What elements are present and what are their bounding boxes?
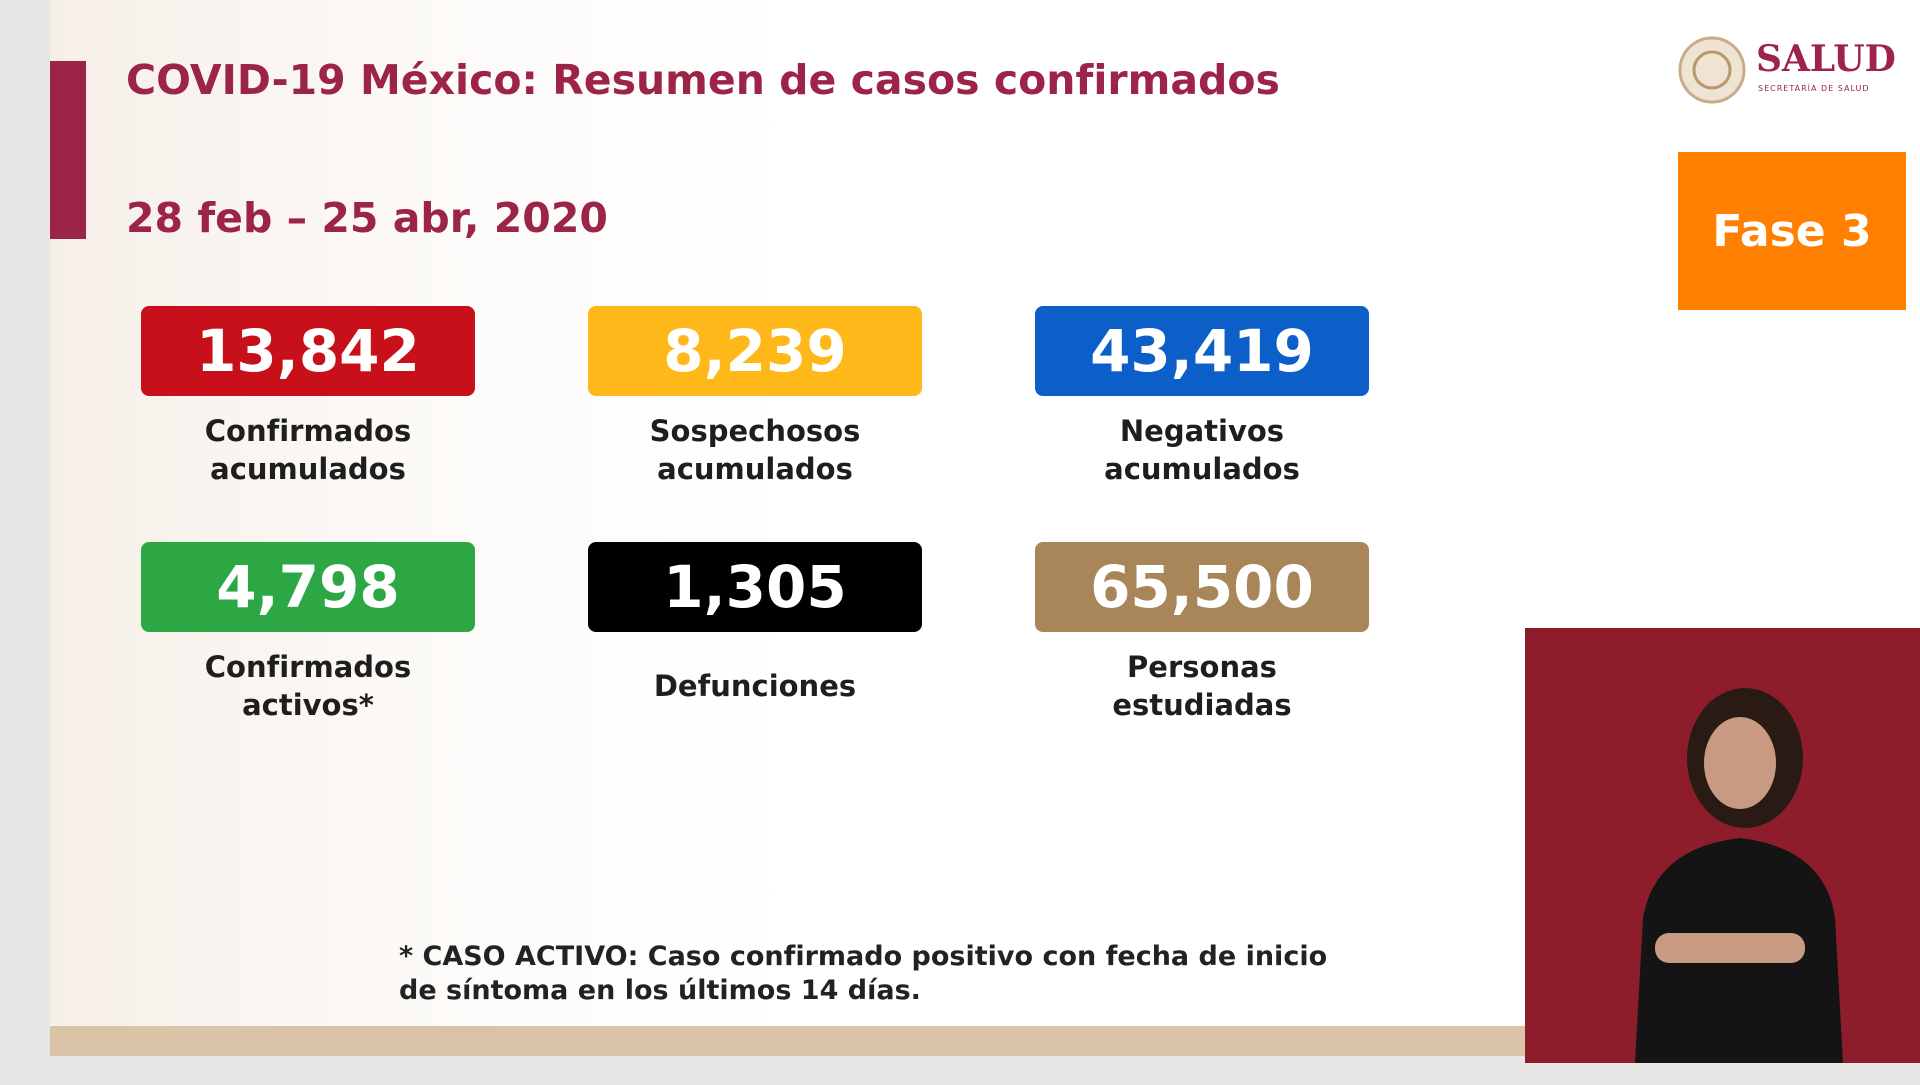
phase-badge: Fase 3 <box>1678 152 1906 310</box>
logo-name: SALUD <box>1756 38 1896 80</box>
interpreter-video <box>1525 628 1920 1063</box>
stat-card: 8,239 <box>588 306 922 396</box>
stat-card: 43,419 <box>1035 306 1369 396</box>
accent-bar <box>50 61 86 239</box>
stat-label: acumulados <box>657 452 853 486</box>
stat-label: activos* <box>242 688 374 722</box>
stat-label: Negativos <box>1119 414 1285 448</box>
stat-label: Personas <box>1127 650 1277 684</box>
stat-label: Confirmados <box>204 414 412 448</box>
logo-emblem <box>1678 36 1746 104</box>
date: 28 feb – 25 abr, 2020 <box>126 194 608 242</box>
stat-label: acumulados <box>210 452 406 486</box>
stat-label: Confirmados <box>204 650 412 684</box>
stat-label: estudiadas <box>1112 688 1292 722</box>
logo-subtitle: SECRETARÍA DE SALUD <box>1758 84 1870 93</box>
stat-label: Sospechosos <box>649 414 861 448</box>
footnote-line: * CASO ACTIVO: Caso confirmado positivo … <box>399 941 1328 972</box>
stat-card: 65,500 <box>1035 542 1369 632</box>
stat-label: acumulados <box>1104 452 1300 486</box>
stat-card: 13,842 <box>141 306 475 396</box>
stat-label: Defunciones <box>653 669 857 703</box>
title: COVID-19 México: Resumen de casos confir… <box>126 56 1280 104</box>
bottom-band <box>50 1026 1525 1056</box>
stat-card: 1,305 <box>588 542 922 632</box>
stat-card: 4,798 <box>141 542 475 632</box>
footnote-line: de síntoma en los últimos 14 días. <box>399 975 921 1006</box>
